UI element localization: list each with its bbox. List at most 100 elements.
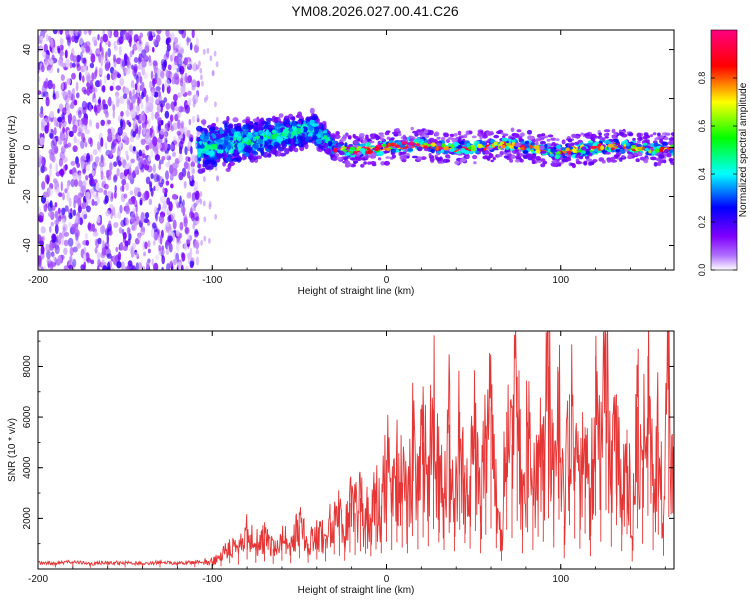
heatmap-cell (82, 118, 88, 126)
heatmap-xtick-label: 100 (552, 275, 569, 286)
heatmap-cell (159, 128, 165, 135)
heatmap-cell (446, 155, 451, 159)
heatmap-cell (490, 159, 495, 163)
heatmap-cell (64, 188, 68, 194)
heatmap-cell (196, 136, 201, 143)
colorbar-tick-label: 0.6 (697, 120, 707, 133)
heatmap-cell (293, 126, 298, 132)
heatmap-cell (123, 135, 129, 145)
heatmap-cell (71, 72, 76, 80)
heatmap-cell (344, 142, 348, 148)
heatmap-cell (80, 124, 87, 131)
heatmap-cell (546, 138, 551, 142)
heatmap-cell (514, 149, 519, 152)
heatmap-cell (158, 90, 161, 98)
heatmap-cell (202, 200, 206, 207)
heatmap-cell (143, 251, 146, 257)
heatmap-cell (409, 138, 415, 142)
heatmap-cell (583, 161, 588, 166)
heatmap-cell (551, 160, 558, 163)
heatmap-cell (377, 136, 381, 140)
heatmap-cell (186, 63, 193, 70)
heatmap-cell (423, 145, 429, 149)
heatmap-cell (343, 156, 349, 161)
heatmap-cell (178, 92, 183, 98)
heatmap-cell (428, 152, 432, 158)
heatmap-cell (76, 139, 81, 146)
heatmap-cell (102, 99, 106, 107)
heatmap-cell (123, 53, 128, 62)
heatmap-cell (540, 163, 546, 168)
heatmap-cell (46, 258, 52, 264)
heatmap-cell (47, 211, 54, 217)
heatmap-cell (184, 146, 188, 156)
heatmap-cell (141, 153, 146, 159)
heatmap-cell (49, 110, 55, 118)
heatmap-cell (41, 64, 45, 73)
heatmap-cell (586, 158, 593, 162)
heatmap-cell (186, 238, 191, 244)
heatmap-cell (149, 80, 153, 89)
heatmap-cell (144, 241, 148, 250)
heatmap-cell (98, 67, 103, 75)
heatmap-cell (67, 237, 74, 247)
heatmap-cell (208, 127, 215, 132)
heatmap-cell (271, 129, 277, 134)
heatmap-cell (308, 125, 314, 132)
heatmap-cell (72, 172, 79, 180)
heatmap-cell (133, 251, 140, 258)
heatmap-cell (193, 62, 197, 70)
heatmap-cell (378, 132, 385, 136)
heatmap-cell (225, 156, 231, 162)
heatmap-cell (158, 203, 161, 211)
heatmap-cell (159, 100, 166, 108)
heatmap-cell (148, 55, 151, 63)
heatmap-cell (259, 143, 263, 147)
heatmap-cell (493, 134, 500, 139)
heatmap-cell (81, 201, 86, 210)
heatmap-cell (89, 154, 93, 162)
heatmap-cell (121, 60, 126, 68)
heatmap-cell (111, 267, 114, 270)
heatmap-cell (62, 126, 65, 134)
heatmap-cell (423, 142, 429, 146)
heatmap-cell (572, 147, 577, 153)
heatmap-cell (172, 258, 177, 265)
heatmap-cell (395, 144, 401, 148)
heatmap-cell (583, 133, 591, 137)
heatmap-cell (284, 138, 291, 145)
heatmap-cell (78, 71, 82, 81)
heatmap-cell (85, 191, 91, 201)
heatmap-cell (184, 104, 190, 114)
heatmap-cell (544, 143, 548, 149)
heatmap-cell (149, 133, 152, 139)
heatmap-cell (415, 143, 421, 147)
heatmap-cell (57, 116, 63, 123)
heatmap-cell (91, 198, 95, 207)
heatmap-cell (338, 150, 345, 156)
heatmap-cell (590, 133, 597, 139)
heatmap-cell (41, 181, 46, 190)
heatmap-cell (73, 194, 79, 204)
heatmap-cell (194, 155, 198, 162)
heatmap-cell (55, 90, 60, 100)
heatmap-cell (53, 145, 59, 154)
heatmap-cell (195, 256, 200, 266)
heatmap-cell (66, 78, 72, 85)
heatmap-cell (640, 156, 645, 161)
heatmap-cell (49, 152, 55, 161)
heatmap-cell (379, 137, 385, 141)
heatmap-cell (46, 249, 51, 260)
heatmap-cell (278, 123, 284, 127)
heatmap-cell (117, 134, 121, 142)
heatmap-cell (200, 74, 203, 81)
heatmap-cell (171, 76, 176, 85)
heatmap-cell (127, 173, 133, 181)
heatmap-cell (603, 133, 609, 137)
heatmap-xtick-label: -200 (28, 275, 48, 286)
heatmap-cell (157, 117, 163, 127)
heatmap-cell (170, 183, 174, 189)
heatmap-cell (44, 54, 50, 61)
heatmap-cell (318, 145, 323, 149)
